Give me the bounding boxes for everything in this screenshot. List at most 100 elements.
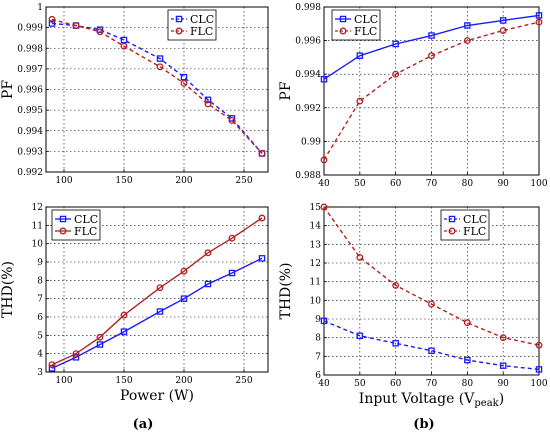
data-point-clc [535,12,543,19]
y-tick-label: 0.992 [17,168,43,178]
legend-marker-flc [59,227,67,235]
x-tick-label: 100 [55,376,72,386]
y-tick-label: 0.999 [17,24,43,34]
y-tick-label: 0.993 [17,147,43,157]
data-point-flc [48,15,56,23]
legend-label-clc: CLC [190,13,214,26]
data-point-flc [120,42,128,50]
legend-label-flc: FLC [74,225,97,238]
data-point-flc [204,100,212,108]
chart-panel-1: 100 150 200 250 0.992 0.993 0.994 0.995 0.996 0.9… [0,3,269,186]
caption-b: (b) [413,417,434,432]
data-point-flc [463,319,471,327]
series-line-clc [323,14,540,80]
y-tick-label: 0.996 [295,37,321,47]
data-point-flc [156,63,164,71]
data-point-clc [72,354,80,361]
y-tick-label: 1 [37,3,43,13]
x-tick-label: 150 [115,176,132,186]
legend-label-flc: FLC [354,25,377,38]
data-point-clc [180,73,188,81]
legend-marker-flc [448,227,456,235]
data-point-clc [392,40,399,48]
x-tick-label: 60 [390,179,402,189]
x-tick-label: 250 [235,176,252,186]
chart-panel-4: 40 50 60 70 80 90 100 6 7 8 9 10 11 12 13 14 15 THD(%) Inp… [278,203,548,409]
data-point-clc [499,362,507,369]
legend-marker-clc [175,15,183,23]
data-point-flc [228,116,236,124]
legend-marker-flc [339,27,347,35]
data-point-flc [72,22,80,30]
series-line-clc [323,320,540,371]
legend-box [440,209,490,241]
data-point-flc [320,156,328,164]
data-point-flc [428,52,435,60]
series-line-clc [51,257,263,369]
data-point-clc [428,347,435,354]
y-tick-label: 4 [37,350,43,360]
legend-marker-flc [175,27,183,35]
data-point-clc [499,17,507,24]
y-axis-label: THD(%) [0,261,16,318]
data-point-clc [464,22,471,29]
x-tick-label: 250 [235,376,252,386]
data-point-flc [392,281,400,289]
data-point-flc [499,334,507,342]
data-point-flc [156,284,164,292]
series-line-flc [323,206,540,346]
x-tick-label: 80 [462,379,474,389]
data-point-clc [228,269,236,277]
data-point-clc [464,356,471,364]
y-axis-label: PF [278,81,294,100]
data-point-clc [428,32,435,39]
data-point-clc [204,96,212,104]
data-point-clc [356,332,364,340]
x-tick-label: 50 [354,179,366,189]
x-tick-label: 100 [530,379,547,389]
data-point-flc [180,79,188,87]
legend-marker-clc [339,15,347,23]
chart-panel-2: 40 50 60 70 80 90 100 0.988 0.99 0.992 0.994 0.996 0… [278,3,548,189]
legend-label-clc: CLC [463,213,487,226]
y-tick-label: 7 [37,295,43,305]
y-tick-label: 0.998 [295,3,321,13]
y-tick-label: 9 [315,315,321,325]
data-point-flc [535,18,543,26]
y-tick-label: 5 [37,331,43,341]
y-tick-label: 6 [37,313,43,323]
x-tick-label: 100 [55,176,72,186]
x-axis-label: Input Voltage (Vpeak) [359,391,504,409]
data-point-flc [120,311,128,319]
chart-panel-3: 100 150 200 250 3 4 5 6 7 8 9 10 11 12 THD(%) Power (W)… [0,203,269,404]
y-tick-label: 13 [310,240,322,250]
data-point-flc [48,361,56,369]
y-tick-label: 0.99 [301,137,321,147]
data-point-clc [156,308,164,315]
x-tick-label: 60 [390,379,402,389]
data-point-clc [96,341,104,348]
data-point-flc [356,97,364,105]
series-line-flc [51,217,263,366]
x-tick-label: 50 [354,379,366,389]
x-tick-label: 40 [318,179,330,189]
data-point-flc [499,27,507,34]
y-tick-label: 10 [32,240,44,250]
y-tick-label: 0.997 [17,65,43,75]
data-point-clc [392,340,399,347]
data-point-flc [228,234,236,242]
data-point-flc [463,37,471,45]
data-point-clc [120,36,128,44]
y-tick-label: 0.988 [295,171,321,181]
x-tick-label: 80 [462,179,474,189]
legend-label-flc: FLC [463,225,486,238]
data-point-flc [258,214,266,222]
y-tick-label: 14 [310,222,322,232]
y-tick-label: 0.995 [17,106,43,116]
caption-a: (a) [133,417,154,432]
y-tick-label: 12 [310,259,321,269]
